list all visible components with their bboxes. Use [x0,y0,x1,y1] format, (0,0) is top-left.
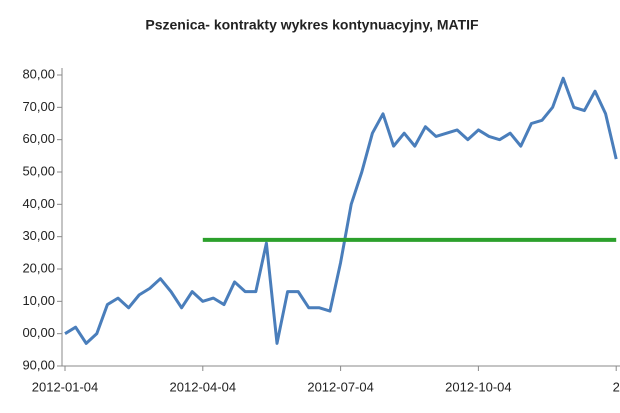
y-tick-label: 70,00 [22,99,55,114]
x-tick-label: 2012-04-04 [170,379,237,394]
y-tick-label: 60,00 [22,131,55,146]
y-tick-label: 20,00 [22,260,55,275]
x-tick-label: 2012-01-04 [32,379,99,394]
y-tick-label: 10,00 [22,293,55,308]
y-tick-label: 30,00 [22,228,55,243]
y-tick-label: 90,00 [22,357,55,372]
data-line [64,76,618,345]
y-tick-label: 50,00 [22,163,55,178]
chart-title: Pszenica- kontrakty wykres kontynuacyjny… [145,17,479,33]
x-tick-label: 2012-10-04 [445,379,512,394]
x-tick-label: 2012-07-04 [307,379,374,394]
y-tick-label: 80,00 [22,66,55,81]
x-tick-label: 2 [613,379,620,394]
y-tick-label: 00,00 [22,325,55,340]
y-tick-label: 40,00 [22,196,55,211]
